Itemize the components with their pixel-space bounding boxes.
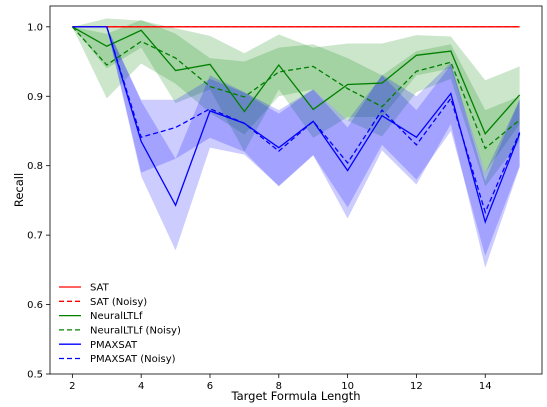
band-neuralltlf [72, 18, 520, 173]
x-tick-label: 2 [69, 381, 75, 392]
x-tick-label: 12 [410, 381, 423, 392]
legend-label-neuralltlf: NeuralLTLf [90, 311, 143, 322]
y-axis-label: Recall [12, 173, 26, 207]
legend-label-sat-noisy: SAT (Noisy) [90, 297, 147, 308]
y-tick-label: 0.8 [27, 161, 43, 172]
x-tick-label: 4 [138, 381, 144, 392]
x-axis-ticks: 2 4 6 8 10 12 14 [69, 374, 492, 392]
y-tick-label: 0.7 [27, 231, 43, 242]
band-pmaxsat [72, 26, 520, 268]
legend-label-pmaxsat: PMAXSAT [90, 340, 138, 351]
line-neuralltlf-noisy [71, 26, 521, 150]
x-tick-label: 8 [276, 381, 282, 392]
band-pmaxsat-noisy [106, 26, 520, 256]
y-tick-label: 0.9 [27, 92, 43, 103]
legend-label-neuralltlf-noisy: NeuralLTLf (Noisy) [90, 326, 181, 337]
y-tick-label: 1.0 [27, 22, 43, 33]
y-tick-label: 0.6 [27, 300, 43, 311]
legend: SAT SAT (Noisy) NeuralLTLf NeuralLTLf (Nois… [59, 283, 181, 365]
legend-label-sat: SAT [90, 283, 110, 294]
y-tick-label: 0.5 [27, 370, 43, 381]
x-tick-label: 10 [341, 381, 354, 392]
y-axis-ticks: 0.5 0.6 0.7 0.8 0.9 1.0 [27, 22, 50, 381]
x-axis-label: Target Formula Length [230, 389, 360, 403]
x-tick-label: 6 [207, 381, 213, 392]
legend-label-pmaxsat-noisy: PMAXSAT (Noisy) [90, 354, 176, 365]
plot-frame [49, 5, 543, 375]
series-lines [71, 26, 521, 225]
line-neuralltlf [72, 26, 521, 135]
x-tick-label: 14 [479, 381, 492, 392]
line-pmaxsat [72, 26, 521, 225]
